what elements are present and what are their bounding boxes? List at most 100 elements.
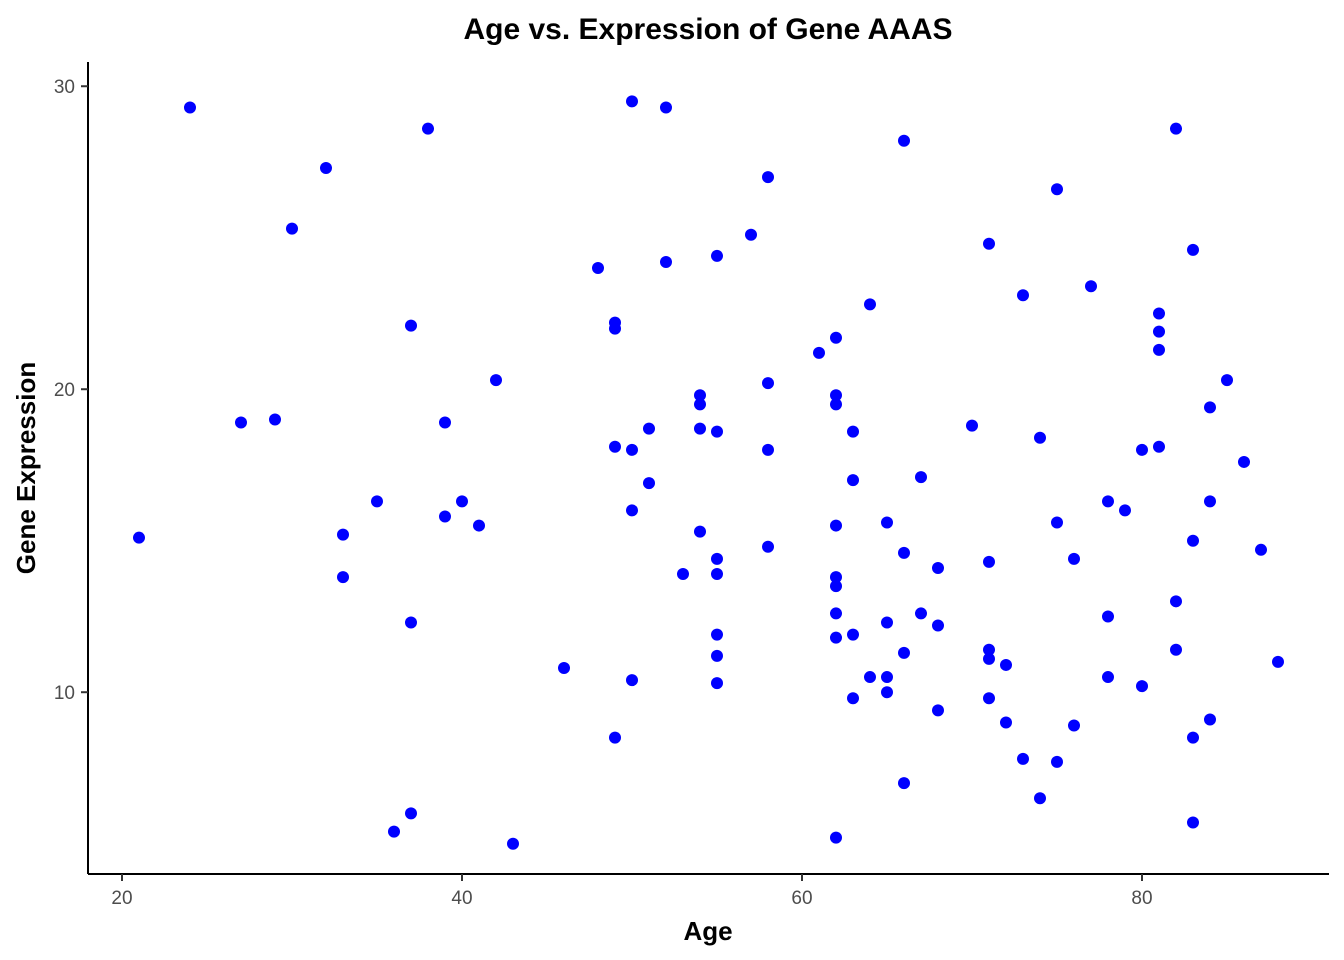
data-point [1051, 183, 1063, 196]
data-point [1153, 440, 1165, 453]
data-point [830, 331, 842, 344]
data-point [184, 101, 196, 114]
data-point [626, 674, 638, 687]
data-point [133, 531, 145, 544]
data-point [1017, 752, 1029, 765]
data-point [932, 704, 944, 717]
data-point [337, 571, 349, 584]
data-point [269, 413, 281, 426]
data-point [1255, 543, 1267, 556]
data-point [626, 95, 638, 108]
data-point [1051, 516, 1063, 529]
y-axis-ticks: 10 20 30 [54, 77, 88, 704]
chart-title: Age vs. Expression of Gene AAAS [463, 13, 952, 46]
x-tick-label: 20 [111, 888, 132, 909]
data-point [1000, 716, 1012, 729]
data-point [1102, 495, 1114, 508]
data-point [830, 398, 842, 411]
data-point [694, 525, 706, 538]
data-point [558, 661, 570, 674]
data-point [847, 692, 859, 705]
data-point [405, 807, 417, 820]
data-point [439, 416, 451, 429]
data-point [1136, 680, 1148, 693]
data-point [711, 425, 723, 438]
data-point [762, 540, 774, 553]
data-point [1034, 792, 1046, 805]
data-point [388, 825, 400, 838]
data-point [286, 222, 298, 235]
points-layer [133, 95, 1284, 850]
data-point [643, 422, 655, 435]
data-point [1085, 280, 1097, 293]
data-point [405, 319, 417, 332]
data-point [235, 416, 247, 429]
data-point [830, 831, 842, 844]
data-point [983, 555, 995, 568]
data-point [677, 568, 689, 581]
data-point [1102, 671, 1114, 684]
data-point [762, 443, 774, 456]
data-point [592, 262, 604, 275]
data-point [694, 422, 706, 435]
data-point [813, 346, 825, 359]
data-point [1153, 325, 1165, 338]
data-point [1119, 504, 1131, 517]
data-point [711, 677, 723, 690]
data-point [881, 671, 893, 684]
data-point [405, 616, 417, 629]
data-point [847, 628, 859, 641]
data-point [371, 495, 383, 508]
data-point [1000, 658, 1012, 671]
data-point [1068, 719, 1080, 732]
data-point [983, 643, 995, 656]
y-tick-label: 20 [54, 380, 75, 401]
data-point [932, 619, 944, 632]
data-point [660, 101, 672, 114]
x-axis-ticks: 20 40 60 80 [111, 874, 1153, 909]
data-point [609, 731, 621, 744]
data-point [711, 628, 723, 641]
data-point [830, 519, 842, 532]
data-point [422, 122, 434, 135]
data-point [898, 546, 910, 559]
data-point [1170, 643, 1182, 656]
data-point [711, 568, 723, 581]
data-point [694, 389, 706, 402]
data-point [1272, 655, 1284, 668]
data-point [1051, 755, 1063, 768]
data-point [1187, 816, 1199, 829]
data-point [864, 298, 876, 311]
data-point [762, 377, 774, 390]
data-point [1136, 443, 1148, 456]
data-point [660, 255, 672, 268]
data-point [915, 471, 927, 484]
data-point [626, 504, 638, 517]
data-point [983, 237, 995, 250]
data-point [320, 162, 332, 175]
data-point [1068, 552, 1080, 565]
data-point [694, 398, 706, 411]
data-point [847, 474, 859, 487]
data-point [881, 686, 893, 699]
data-point [1017, 289, 1029, 302]
data-point [898, 777, 910, 790]
data-point [1153, 307, 1165, 320]
data-point [881, 516, 893, 529]
data-point [507, 837, 519, 850]
data-point [881, 616, 893, 629]
data-point [643, 477, 655, 490]
x-axis-title: Age [683, 916, 732, 946]
data-point [983, 692, 995, 705]
data-point [609, 440, 621, 453]
data-point [847, 425, 859, 438]
y-axis-title: Gene Expression [11, 362, 41, 574]
data-point [915, 607, 927, 620]
data-point [830, 389, 842, 402]
data-point [983, 652, 995, 665]
data-point [473, 519, 485, 532]
data-point [1187, 243, 1199, 256]
data-point [337, 528, 349, 541]
data-point [830, 571, 842, 584]
